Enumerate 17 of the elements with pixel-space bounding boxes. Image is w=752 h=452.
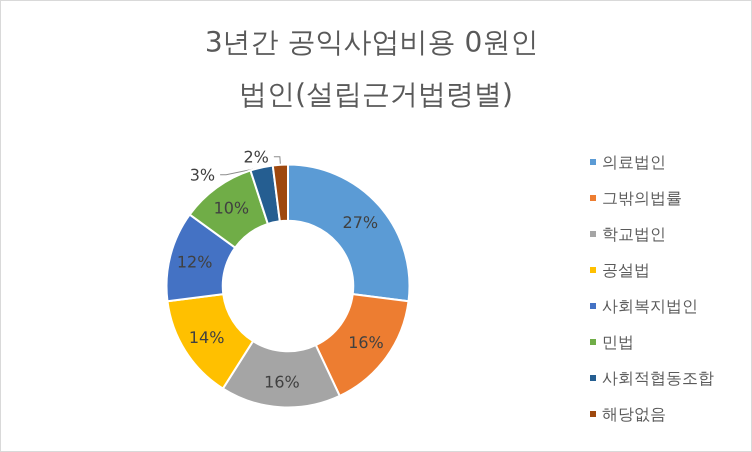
legend-label: 민법: [602, 332, 634, 352]
legend-label: 사회복지법인: [602, 296, 698, 316]
data-label: 14%: [188, 328, 224, 348]
legend-label: 그밖의법률: [602, 188, 682, 208]
legend-label: 공설법: [602, 260, 650, 280]
legend-label: 사회적협동조합: [602, 368, 714, 388]
data-label: 12%: [176, 252, 212, 272]
data-label: 16%: [264, 372, 300, 392]
data-label: 10%: [214, 198, 250, 218]
data-label: 2%: [243, 147, 269, 166]
data-label: 16%: [348, 333, 384, 352]
data-label: 3%: [190, 165, 216, 184]
chart-title: 3년간 공익사업비용 0원인 법인(설립근거법령별): [204, 26, 548, 110]
legend-label: 해당없음: [602, 404, 666, 424]
legend-label: 학교법인: [602, 224, 666, 244]
legend-label: 의료법인: [602, 152, 666, 172]
data-label: 27%: [342, 212, 378, 232]
